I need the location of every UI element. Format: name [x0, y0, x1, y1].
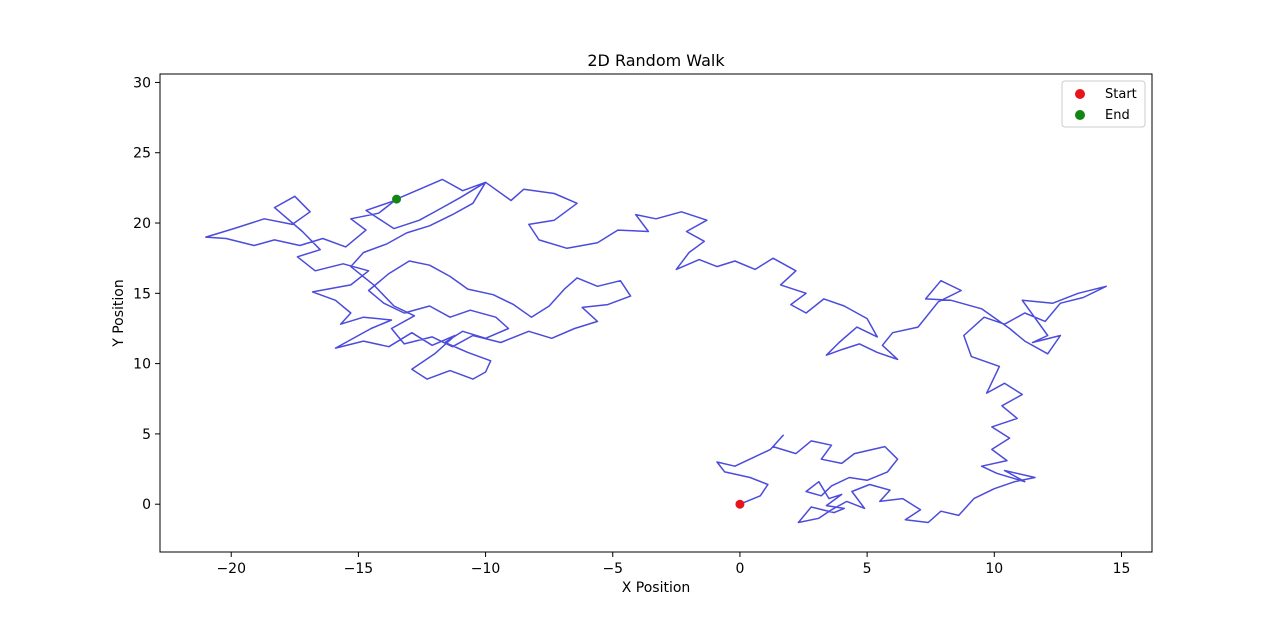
- x-axis-ticks: −20 −15 −10 −5 0 5 10 15: [216, 552, 1130, 577]
- legend-start-marker: [1075, 89, 1085, 99]
- start-point-marker: [735, 499, 745, 509]
- plot-area: [205, 178, 1107, 524]
- x-tick-label: −15: [344, 561, 374, 577]
- y-tick-label: 30: [133, 75, 151, 91]
- x-tick-label: −10: [471, 561, 501, 577]
- plot-frame: [159, 73, 1153, 553]
- chart-title: 2D Random Walk: [587, 51, 725, 70]
- y-tick-label: 25: [133, 146, 151, 162]
- y-tick-label: 20: [133, 216, 151, 232]
- x-tick-label: −5: [602, 561, 623, 577]
- legend-end-label: End: [1105, 108, 1130, 123]
- y-axis-label: Y Position: [111, 279, 127, 348]
- x-axis-label: X Position: [622, 580, 691, 596]
- legend-end-marker: [1075, 110, 1085, 120]
- end-point-marker: [392, 194, 402, 204]
- walk-path-line: [205, 178, 1107, 524]
- y-axis-ticks: 0 5 10 15 20 25 30: [133, 75, 160, 513]
- y-tick-label: 15: [133, 286, 151, 302]
- y-tick-label: 0: [142, 497, 151, 513]
- y-tick-label: 10: [133, 357, 151, 373]
- legend: Start End: [1061, 80, 1146, 128]
- x-tick-label: 5: [863, 561, 872, 577]
- legend-start-label: Start: [1105, 87, 1137, 102]
- y-tick-label: 5: [142, 427, 151, 443]
- x-tick-label: −20: [216, 561, 246, 577]
- x-tick-label: 0: [735, 561, 744, 577]
- x-tick-label: 10: [985, 561, 1003, 577]
- x-tick-label: 15: [1113, 561, 1131, 577]
